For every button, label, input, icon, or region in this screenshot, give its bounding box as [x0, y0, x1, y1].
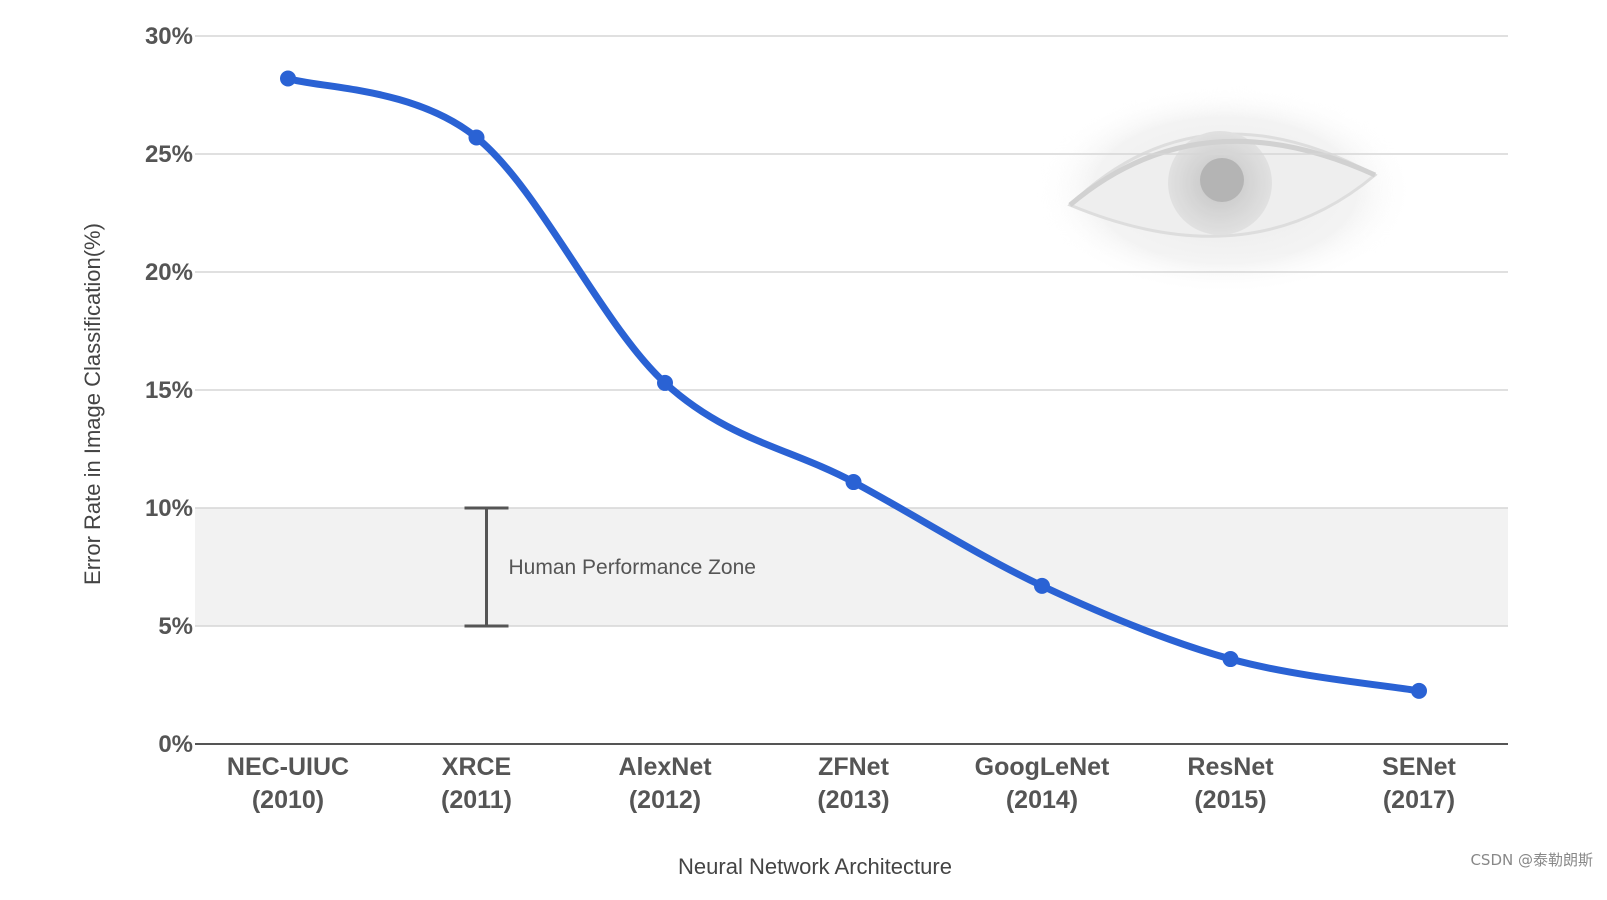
data-point: [1034, 577, 1050, 594]
y-axis-title: Error Rate in Image Classification(%): [80, 223, 105, 585]
watermark: CSDN @泰勒朗斯: [1470, 851, 1593, 869]
data-point: [1411, 682, 1427, 699]
data-point: [280, 70, 296, 87]
data-point: [845, 474, 862, 491]
human-performance-zone-label: Human Performance Zone: [509, 556, 756, 579]
x-category-label: XRCE (2011): [441, 753, 512, 814]
x-category-label: GoogLeNet (2014): [975, 753, 1110, 814]
x-category-label: AlexNet (2012): [618, 753, 712, 814]
x-category-labels: NEC-UIUC (2010) XRCE (2011) AlexNet (2012) ZFN…: [227, 753, 1457, 814]
data-point: [657, 374, 673, 391]
x-category-label: ResNet (2015): [1187, 753, 1274, 814]
human-performance-annotation: Human Performance Zone: [464, 506, 756, 628]
data-points: [280, 70, 1427, 699]
x-axis-title: Neural Network Architecture: [678, 854, 952, 879]
y-tick-label: 10%: [145, 495, 193, 522]
y-tick-label: 25%: [145, 141, 193, 168]
y-tick-label: 30%: [145, 23, 193, 50]
data-point: [1222, 651, 1239, 668]
x-category-label: NEC-UIUC (2010): [227, 753, 349, 814]
y-tick-labels: 0% 5% 10% 15% 20% 25% 30%: [145, 23, 193, 758]
data-point: [468, 129, 485, 146]
gridlines: [195, 35, 1508, 745]
y-tick-label: 0%: [158, 731, 193, 758]
eye-illustration: [1035, 85, 1415, 295]
y-tick-label: 15%: [145, 377, 193, 404]
human-performance-zone-band: [195, 508, 1508, 626]
y-tick-label: 20%: [145, 259, 193, 286]
x-category-label: SENet (2017): [1382, 753, 1456, 814]
x-category-label: ZFNet (2013): [817, 753, 889, 814]
human-performance-band-layer: [195, 508, 1508, 626]
y-tick-label: 5%: [158, 613, 193, 640]
